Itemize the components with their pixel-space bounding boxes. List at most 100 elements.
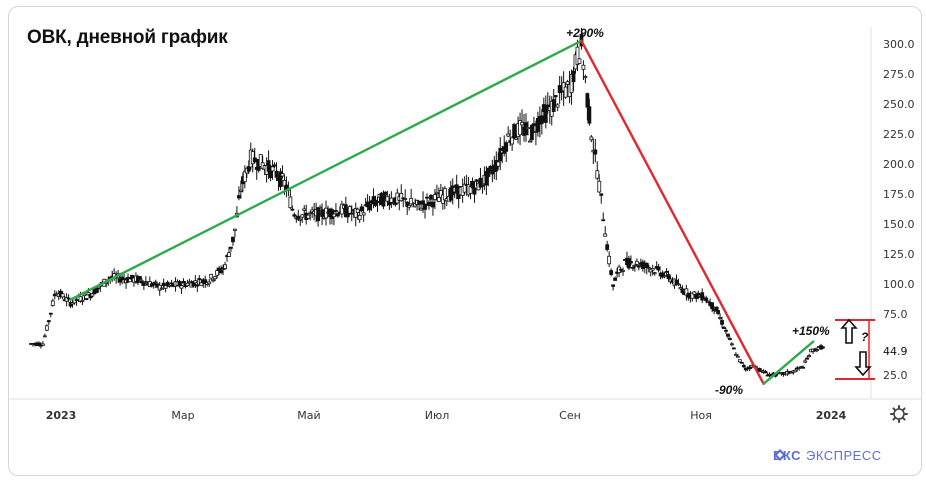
candle-body <box>213 276 218 280</box>
candle-body <box>211 279 216 282</box>
candle-body <box>595 170 600 179</box>
candle-body <box>231 236 235 243</box>
candle-body <box>520 122 524 126</box>
x-tick-label: Ноя <box>690 409 712 422</box>
candle-body <box>288 196 293 209</box>
candle-body <box>793 369 798 373</box>
x-axis-ticks: 2023 Мар Май Июл Сен Ноя 2024 <box>46 409 847 422</box>
candle-body <box>496 161 501 167</box>
candle-body <box>633 264 637 267</box>
candle-body <box>292 214 297 217</box>
candle-body <box>434 192 439 195</box>
question-annotation: ? <box>861 330 869 344</box>
candle-body <box>197 278 202 280</box>
gear-icon[interactable] <box>890 405 908 423</box>
candle-body <box>238 189 243 192</box>
candle-body <box>488 165 493 170</box>
candle-body <box>431 201 435 208</box>
candle-body <box>427 201 431 206</box>
candle-body <box>193 280 198 284</box>
candle-body <box>359 206 364 212</box>
candle-body <box>704 297 709 302</box>
candle-body <box>728 338 732 340</box>
candle-body <box>181 281 186 284</box>
candle-body <box>652 272 657 275</box>
candle-body <box>720 320 724 325</box>
candle-body <box>227 252 231 257</box>
candle-body <box>530 124 534 140</box>
candle-body <box>636 265 641 268</box>
candle-body <box>385 195 390 202</box>
y-tick-label: 25.0 <box>883 369 908 382</box>
candle-body <box>730 343 734 346</box>
candle-body <box>165 281 170 286</box>
candle-body <box>646 266 651 269</box>
candle-body <box>361 212 366 216</box>
candle-body <box>42 335 47 338</box>
candle-body <box>710 302 715 310</box>
candle-body <box>137 276 142 280</box>
candle-body <box>666 274 671 280</box>
brand-name-light: ЭКСПРЕСС <box>806 448 882 463</box>
candle-body <box>272 164 277 167</box>
candle-body <box>122 278 126 281</box>
candle-body <box>650 268 655 271</box>
candle-body <box>298 218 303 221</box>
candle-body <box>684 288 689 296</box>
candle-body <box>219 270 223 274</box>
candle-body <box>349 212 354 215</box>
candle-body <box>195 284 200 287</box>
candle-body <box>270 166 275 172</box>
candle-body <box>551 99 556 112</box>
y-tick-label: 150.0 <box>883 218 915 231</box>
candle-body <box>474 179 479 182</box>
chart-title: ОВК, дневной график <box>27 27 228 48</box>
candle-body <box>357 215 362 221</box>
candle-body <box>478 177 483 188</box>
candle-body <box>203 279 208 285</box>
candle-body <box>555 104 560 108</box>
candle-body <box>735 355 740 358</box>
candle-body <box>433 194 437 200</box>
candle-body <box>436 197 441 202</box>
candle-body <box>179 285 184 289</box>
candle-body <box>185 282 190 287</box>
candle-body <box>664 270 669 273</box>
candle-body <box>84 298 89 300</box>
y-tick-label: 175.0 <box>883 188 915 201</box>
candle-body <box>611 284 616 287</box>
x-tick-label: Июл <box>425 409 450 422</box>
candle-body <box>815 349 819 351</box>
y-tick-label: 300.0 <box>883 38 915 51</box>
candle-body <box>417 200 421 205</box>
candle-body <box>143 281 148 284</box>
candle-body <box>383 191 388 196</box>
candle-body <box>724 329 728 332</box>
candle-body <box>532 123 536 127</box>
candle-body <box>347 206 352 214</box>
candle-body <box>801 366 806 369</box>
candle-body <box>367 203 372 211</box>
candle-body <box>506 133 511 137</box>
candle-body <box>605 244 610 250</box>
candle-body <box>274 170 279 178</box>
candle-body <box>407 204 412 208</box>
candle-body <box>403 198 408 200</box>
candle-body <box>807 355 812 358</box>
candle-body <box>96 287 101 290</box>
x-tick-label: Мар <box>171 409 194 422</box>
x-tick-label: 2023 <box>46 409 77 422</box>
rebound-annotation: +150% <box>792 324 830 338</box>
candle-body <box>223 264 227 270</box>
candle-body <box>389 197 394 203</box>
y-tick-label: 100.0 <box>883 278 915 291</box>
candle-body <box>278 171 283 188</box>
candle-body <box>512 124 517 138</box>
candle-body <box>571 70 576 83</box>
candle-body <box>381 194 386 207</box>
candle-body <box>217 267 222 271</box>
y-tick-label: 250.0 <box>883 98 915 111</box>
candle-body <box>167 284 172 287</box>
uptrend-line <box>69 39 583 301</box>
candle-body <box>640 261 645 269</box>
